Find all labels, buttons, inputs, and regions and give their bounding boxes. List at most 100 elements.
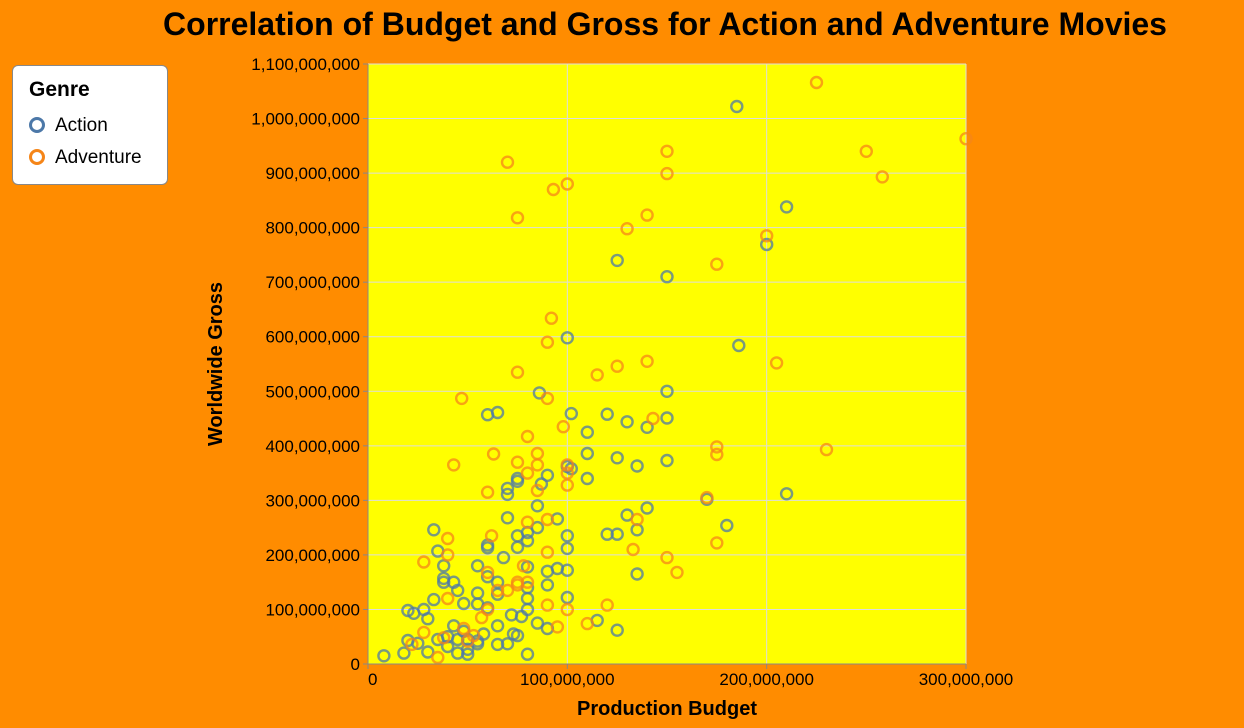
data-point-adventure xyxy=(447,458,461,472)
data-point-adventure xyxy=(530,458,545,472)
data-point-action xyxy=(457,596,471,611)
data-point-action xyxy=(520,647,535,661)
y-tick-label: 500,000,000 xyxy=(265,382,360,401)
legend: Genre Action Adventure xyxy=(12,65,168,185)
data-point-action xyxy=(407,606,421,620)
legend-swatch-action xyxy=(29,117,45,133)
data-point-adventure xyxy=(556,420,570,434)
data-point-action xyxy=(540,468,555,482)
data-point-action xyxy=(530,616,545,630)
data-point-adventure xyxy=(660,550,674,565)
data-point-adventure xyxy=(544,311,559,325)
data-point-adventure xyxy=(530,483,545,498)
data-point-adventure xyxy=(700,490,714,505)
data-point-action xyxy=(610,623,624,637)
data-point-adventure xyxy=(510,365,525,379)
data-point-adventure xyxy=(560,458,574,472)
data-point-action xyxy=(421,612,435,626)
chart-title: Correlation of Budget and Gross for Acti… xyxy=(163,6,1167,42)
data-point-adventure xyxy=(540,598,555,612)
data-point-action xyxy=(427,592,441,607)
y-tick-label: 900,000,000 xyxy=(265,164,360,183)
data-point-action xyxy=(660,411,674,425)
data-point-adventure xyxy=(859,144,873,159)
data-point-adventure xyxy=(546,182,561,197)
y-tick-label: 600,000,000 xyxy=(265,328,360,347)
legend-item-action[interactable]: Action xyxy=(29,113,108,139)
y-axis-title: Worldwide Gross xyxy=(205,282,227,446)
data-point-adventure xyxy=(560,478,574,492)
data-point-adventure xyxy=(580,616,594,631)
data-point-action xyxy=(580,471,594,486)
data-point-action xyxy=(732,338,746,353)
data-point-action xyxy=(610,253,624,268)
y-tick-label: 0 xyxy=(351,655,360,674)
data-point-action xyxy=(520,534,535,548)
data-point-adventure xyxy=(630,512,644,527)
data-point-action xyxy=(421,645,435,659)
legend-label-action: Action xyxy=(55,115,108,136)
data-point-adventure xyxy=(610,359,624,373)
data-point-action xyxy=(560,563,574,577)
data-point-adventure xyxy=(550,620,565,634)
data-point-action xyxy=(610,451,624,465)
data-point-action xyxy=(660,270,674,284)
data-point-adventure xyxy=(437,631,451,645)
data-point-adventure xyxy=(875,170,889,184)
data-point-adventure xyxy=(510,455,525,469)
data-point-action xyxy=(431,632,445,647)
legend-item-adventure[interactable]: Adventure xyxy=(29,145,142,171)
data-point-action xyxy=(500,511,515,525)
data-point-adventure xyxy=(540,391,555,406)
data-point-action xyxy=(530,499,545,513)
data-point-action xyxy=(480,570,495,584)
data-point-adventure xyxy=(560,602,574,617)
y-tick-label: 1,000,000,000 xyxy=(251,110,360,129)
data-point-action xyxy=(490,619,505,633)
data-point-adventure xyxy=(457,621,471,636)
data-point-action xyxy=(560,529,574,543)
data-point-action xyxy=(437,559,451,573)
data-point-adventure xyxy=(620,221,634,236)
data-point-action xyxy=(660,384,674,398)
data-point-adventure xyxy=(819,442,834,457)
data-point-adventure xyxy=(516,559,531,573)
legend-title: Genre xyxy=(29,78,90,101)
data-point-action xyxy=(540,564,555,578)
data-point-action xyxy=(510,628,525,643)
data-point-adventure xyxy=(431,650,445,665)
data-point-adventure xyxy=(760,229,774,243)
data-point-adventure xyxy=(417,625,431,640)
data-point-action xyxy=(411,636,425,650)
data-point-adventure xyxy=(510,211,525,225)
data-point-adventure xyxy=(405,637,419,652)
x-tick-label: 0 xyxy=(368,670,377,689)
data-point-action xyxy=(461,647,475,661)
data-point-action xyxy=(496,550,511,565)
data-point-adventure xyxy=(441,531,455,546)
data-point-adventure xyxy=(520,466,535,480)
data-point-action xyxy=(397,646,411,660)
data-point-action xyxy=(510,474,525,488)
data-point-adventure xyxy=(660,166,674,181)
data-point-adventure xyxy=(486,447,501,461)
data-point-action xyxy=(630,459,644,473)
data-point-adventure xyxy=(520,429,535,444)
data-point-adventure xyxy=(640,354,654,368)
x-tick-label: 100,000,000 xyxy=(520,670,615,689)
data-point-adventure xyxy=(640,208,654,222)
data-point-adventure xyxy=(626,542,640,557)
data-point-action xyxy=(720,518,734,533)
x-tick-label: 200,000,000 xyxy=(719,670,814,689)
data-point-action xyxy=(610,527,624,541)
data-point-adventure xyxy=(710,440,724,454)
data-point-action xyxy=(560,331,574,345)
data-point-action xyxy=(779,487,794,501)
data-point-action xyxy=(730,99,744,114)
y-tick-label: 400,000,000 xyxy=(265,437,360,456)
data-point-action xyxy=(514,609,529,624)
data-point-adventure xyxy=(590,368,604,382)
data-point-adventure xyxy=(480,565,495,580)
data-point-adventure xyxy=(480,485,495,499)
